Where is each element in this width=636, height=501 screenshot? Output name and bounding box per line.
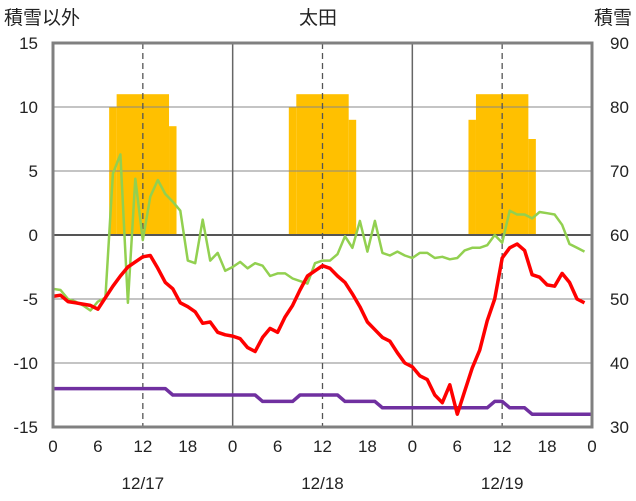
left-tick-label: 10	[19, 98, 38, 117]
x-tick-label: 0	[48, 437, 57, 456]
right-tick-label: 90	[610, 34, 629, 53]
x-tick-label: 6	[93, 437, 102, 456]
right-tick-label: 80	[610, 98, 629, 117]
left-tick-label: -5	[23, 290, 38, 309]
snow-bar-6	[468, 119, 476, 235]
x-tick-label: 0	[228, 437, 237, 456]
left-tick-label: 5	[29, 162, 38, 181]
x-tick-label: 12	[133, 437, 152, 456]
plot-frame	[51, 41, 594, 429]
right-tick-label: 60	[610, 226, 629, 245]
x-tick-label: 0	[408, 437, 417, 456]
left-tick-label: -10	[13, 354, 38, 373]
x-tick-label: 6	[453, 437, 462, 456]
left-y-ticks: 15 10 5 0 -5 -10 -15	[13, 34, 38, 437]
day-label: 12/17	[122, 474, 165, 493]
chart-title: 太田	[299, 7, 337, 29]
x-tick-label: 18	[178, 437, 197, 456]
x-tick-label: 12	[493, 437, 512, 456]
x-tick-label: 18	[358, 437, 377, 456]
left-tick-label: -15	[13, 418, 38, 437]
left-tick-label: 0	[29, 226, 38, 245]
x-tick-label: 12	[313, 437, 332, 456]
left-tick-label: 15	[19, 34, 38, 53]
right-axis-label: 積雪	[594, 7, 632, 29]
x-hour-ticks: 0 6 12 18 0 6 12 18 0 6 12 18 0	[48, 437, 596, 456]
x-tick-label: 18	[538, 437, 557, 456]
snow-bar-2	[169, 126, 177, 235]
right-tick-label: 70	[610, 162, 629, 181]
right-tick-label: 30	[610, 418, 629, 437]
x-tick-label: 0	[587, 437, 596, 456]
snow-bar-5	[348, 119, 357, 235]
right-tick-label: 40	[610, 354, 629, 373]
x-day-labels: 12/17 12/18 12/19	[122, 474, 524, 493]
day-label: 12/18	[301, 474, 344, 493]
gridlines	[53, 43, 592, 427]
left-axis-label: 積雪以外	[4, 7, 80, 29]
series-purple	[53, 386, 592, 416]
snow-bar-8	[528, 139, 536, 235]
x-tick-label: 6	[273, 437, 282, 456]
series-lines	[52, 153, 592, 416]
right-y-ticks: 90 80 70 60 50 40 30	[610, 34, 629, 437]
series-temperature	[52, 242, 586, 416]
series-green	[52, 153, 586, 312]
right-tick-label: 50	[610, 290, 629, 309]
day-label: 12/19	[481, 474, 524, 493]
